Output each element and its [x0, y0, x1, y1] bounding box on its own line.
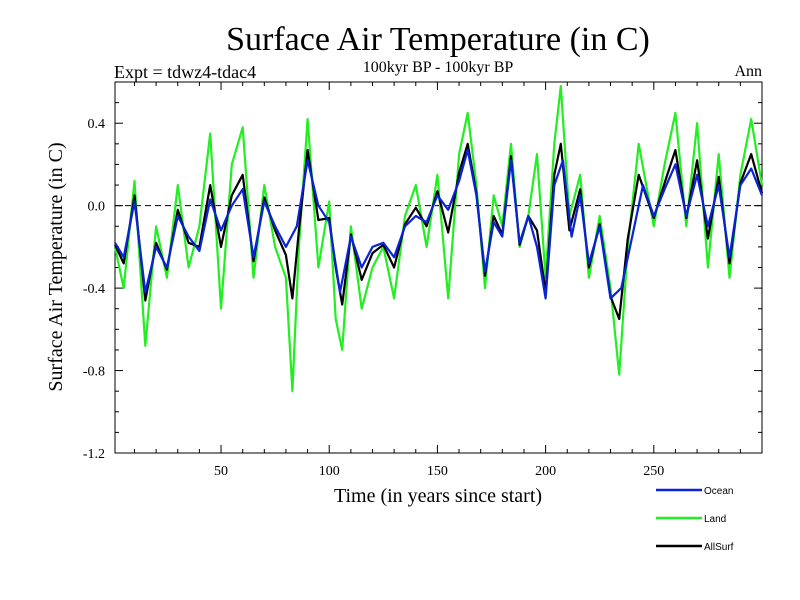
plot-frame [114, 81, 763, 454]
x-tick-label: 250 [643, 464, 664, 479]
y-axis-ticks: -1.2 -0.8 -0.4 0.0 0.4 [83, 81, 762, 462]
chart-season-label: Ann [734, 63, 762, 80]
legend-label-land: Land [704, 514, 726, 525]
x-tick-label: 200 [535, 464, 556, 479]
plot-area: 50 100 150 200 250 -1.2 -0.8 -0.4 0.0 0.4 [83, 81, 764, 479]
series-line-ocean [114, 148, 764, 300]
series-lines [113, 84, 764, 393]
y-tick-label: 0.0 [88, 200, 106, 215]
series-line-land [113, 84, 764, 393]
y-tick-label: -0.4 [83, 282, 105, 297]
x-axis-ticks: 50 100 150 200 250 [133, 82, 741, 479]
series-line-allsurf [114, 142, 764, 321]
chart-subtitle: 100kyr BP - 100kyr BP [363, 59, 514, 76]
y-tick-label: -1.2 [83, 447, 105, 462]
x-tick-label: 150 [427, 464, 448, 479]
x-tick-label: 50 [214, 464, 228, 479]
x-tick-label: 100 [319, 464, 340, 479]
legend-label-ocean: Ocean [704, 486, 733, 497]
chart-experiment-label: Expt = tdwz4-tdac4 [114, 62, 256, 82]
y-axis-label: Surface Air Temperature (in C) [45, 142, 67, 391]
x-axis-label: Time (in years since start) [334, 485, 542, 507]
chart-legend: Ocean Land AllSurf [656, 486, 734, 553]
legend-label-allsurf: AllSurf [704, 542, 734, 553]
y-tick-label: 0.4 [88, 117, 106, 132]
y-tick-label: -0.8 [83, 365, 105, 380]
chart-title: Surface Air Temperature (in C) [226, 21, 650, 58]
